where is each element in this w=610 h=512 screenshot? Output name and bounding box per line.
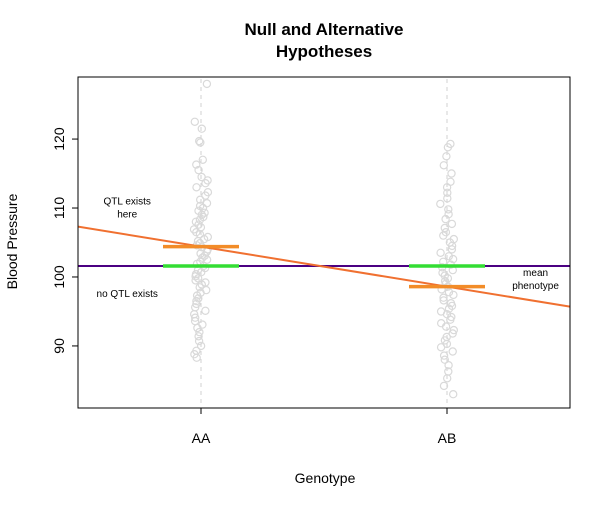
chart-title: Hypotheses — [276, 42, 372, 61]
annotation-label: phenotype — [512, 281, 559, 292]
annotation-label: mean — [523, 268, 548, 279]
x-tick-label: AA — [192, 430, 211, 446]
data-point — [193, 236, 203, 246]
data-point — [192, 296, 201, 306]
data-point — [193, 274, 203, 283]
data-point — [192, 353, 201, 362]
data-point — [446, 315, 455, 324]
data-point — [190, 117, 199, 127]
data-point — [439, 351, 449, 360]
y-tick-label: 110 — [51, 197, 67, 220]
data-point — [202, 79, 212, 89]
data-point — [196, 249, 205, 258]
data-point — [198, 155, 207, 164]
data-point — [439, 161, 448, 170]
annotation-label: no QTL exists — [97, 289, 158, 300]
data-point — [441, 322, 451, 331]
data-point — [189, 225, 199, 234]
y-axis-title: Blood Pressure — [4, 193, 20, 289]
y-tick-label: 90 — [51, 338, 67, 354]
x-tick-label: AB — [438, 430, 457, 446]
data-point — [191, 276, 200, 285]
data-point — [197, 210, 206, 220]
data-point — [444, 304, 454, 313]
data-point — [447, 245, 457, 254]
data-point — [194, 336, 204, 346]
data-point — [439, 231, 448, 240]
data-point — [443, 188, 452, 197]
data-point — [196, 341, 206, 351]
data-point — [194, 220, 203, 229]
data-point — [194, 136, 204, 146]
data-point — [439, 293, 448, 302]
data-point — [440, 355, 449, 364]
annotation-label: QTL exists — [103, 197, 150, 208]
data-point — [195, 195, 205, 204]
data-point — [191, 217, 201, 226]
data-point — [447, 219, 457, 229]
data-point — [200, 251, 209, 260]
data-point — [444, 252, 453, 261]
data-point — [198, 320, 207, 329]
data-point — [192, 160, 201, 169]
data-point — [442, 183, 452, 192]
data-point — [444, 205, 453, 214]
chart-title: Null and Alternative — [244, 20, 403, 39]
data-point — [436, 248, 445, 257]
data-point — [444, 361, 453, 370]
data-point — [438, 268, 447, 277]
data-point — [202, 198, 212, 208]
data-point — [442, 152, 451, 161]
data-point — [198, 253, 207, 262]
data-point — [448, 254, 458, 264]
data-point — [193, 323, 202, 333]
data-point — [448, 347, 457, 356]
data-point — [436, 199, 445, 209]
data-point — [441, 214, 450, 224]
data-point — [190, 313, 200, 322]
plot-frame — [77, 76, 571, 409]
data-point — [194, 332, 203, 341]
data-point — [447, 169, 456, 178]
x-axis-title: Genotype — [295, 470, 356, 486]
data-point — [449, 390, 458, 399]
data-point — [443, 374, 452, 383]
data-point — [449, 290, 458, 300]
data-point — [449, 325, 458, 335]
data-point — [436, 343, 446, 352]
data-point — [447, 241, 457, 251]
data-point — [191, 272, 200, 281]
data-point — [197, 124, 206, 133]
y-tick-label: 120 — [51, 127, 67, 151]
data-point — [439, 296, 448, 305]
data-point — [195, 327, 204, 337]
data-point — [443, 194, 452, 203]
annotation-label: here — [117, 210, 137, 221]
y-tick-label: 100 — [51, 265, 67, 289]
data-point — [443, 143, 453, 152]
data-point — [443, 274, 453, 283]
data-point — [194, 165, 203, 175]
data-point — [440, 223, 449, 233]
alternative-hypothesis-line — [78, 225, 570, 308]
data-point — [197, 280, 206, 289]
data-point — [444, 288, 454, 297]
data-point — [448, 329, 457, 338]
data-point — [196, 138, 205, 147]
data-point — [192, 183, 201, 192]
data-point — [201, 191, 210, 200]
data-point — [439, 381, 449, 391]
data-point — [201, 178, 210, 188]
data-point — [201, 306, 210, 315]
